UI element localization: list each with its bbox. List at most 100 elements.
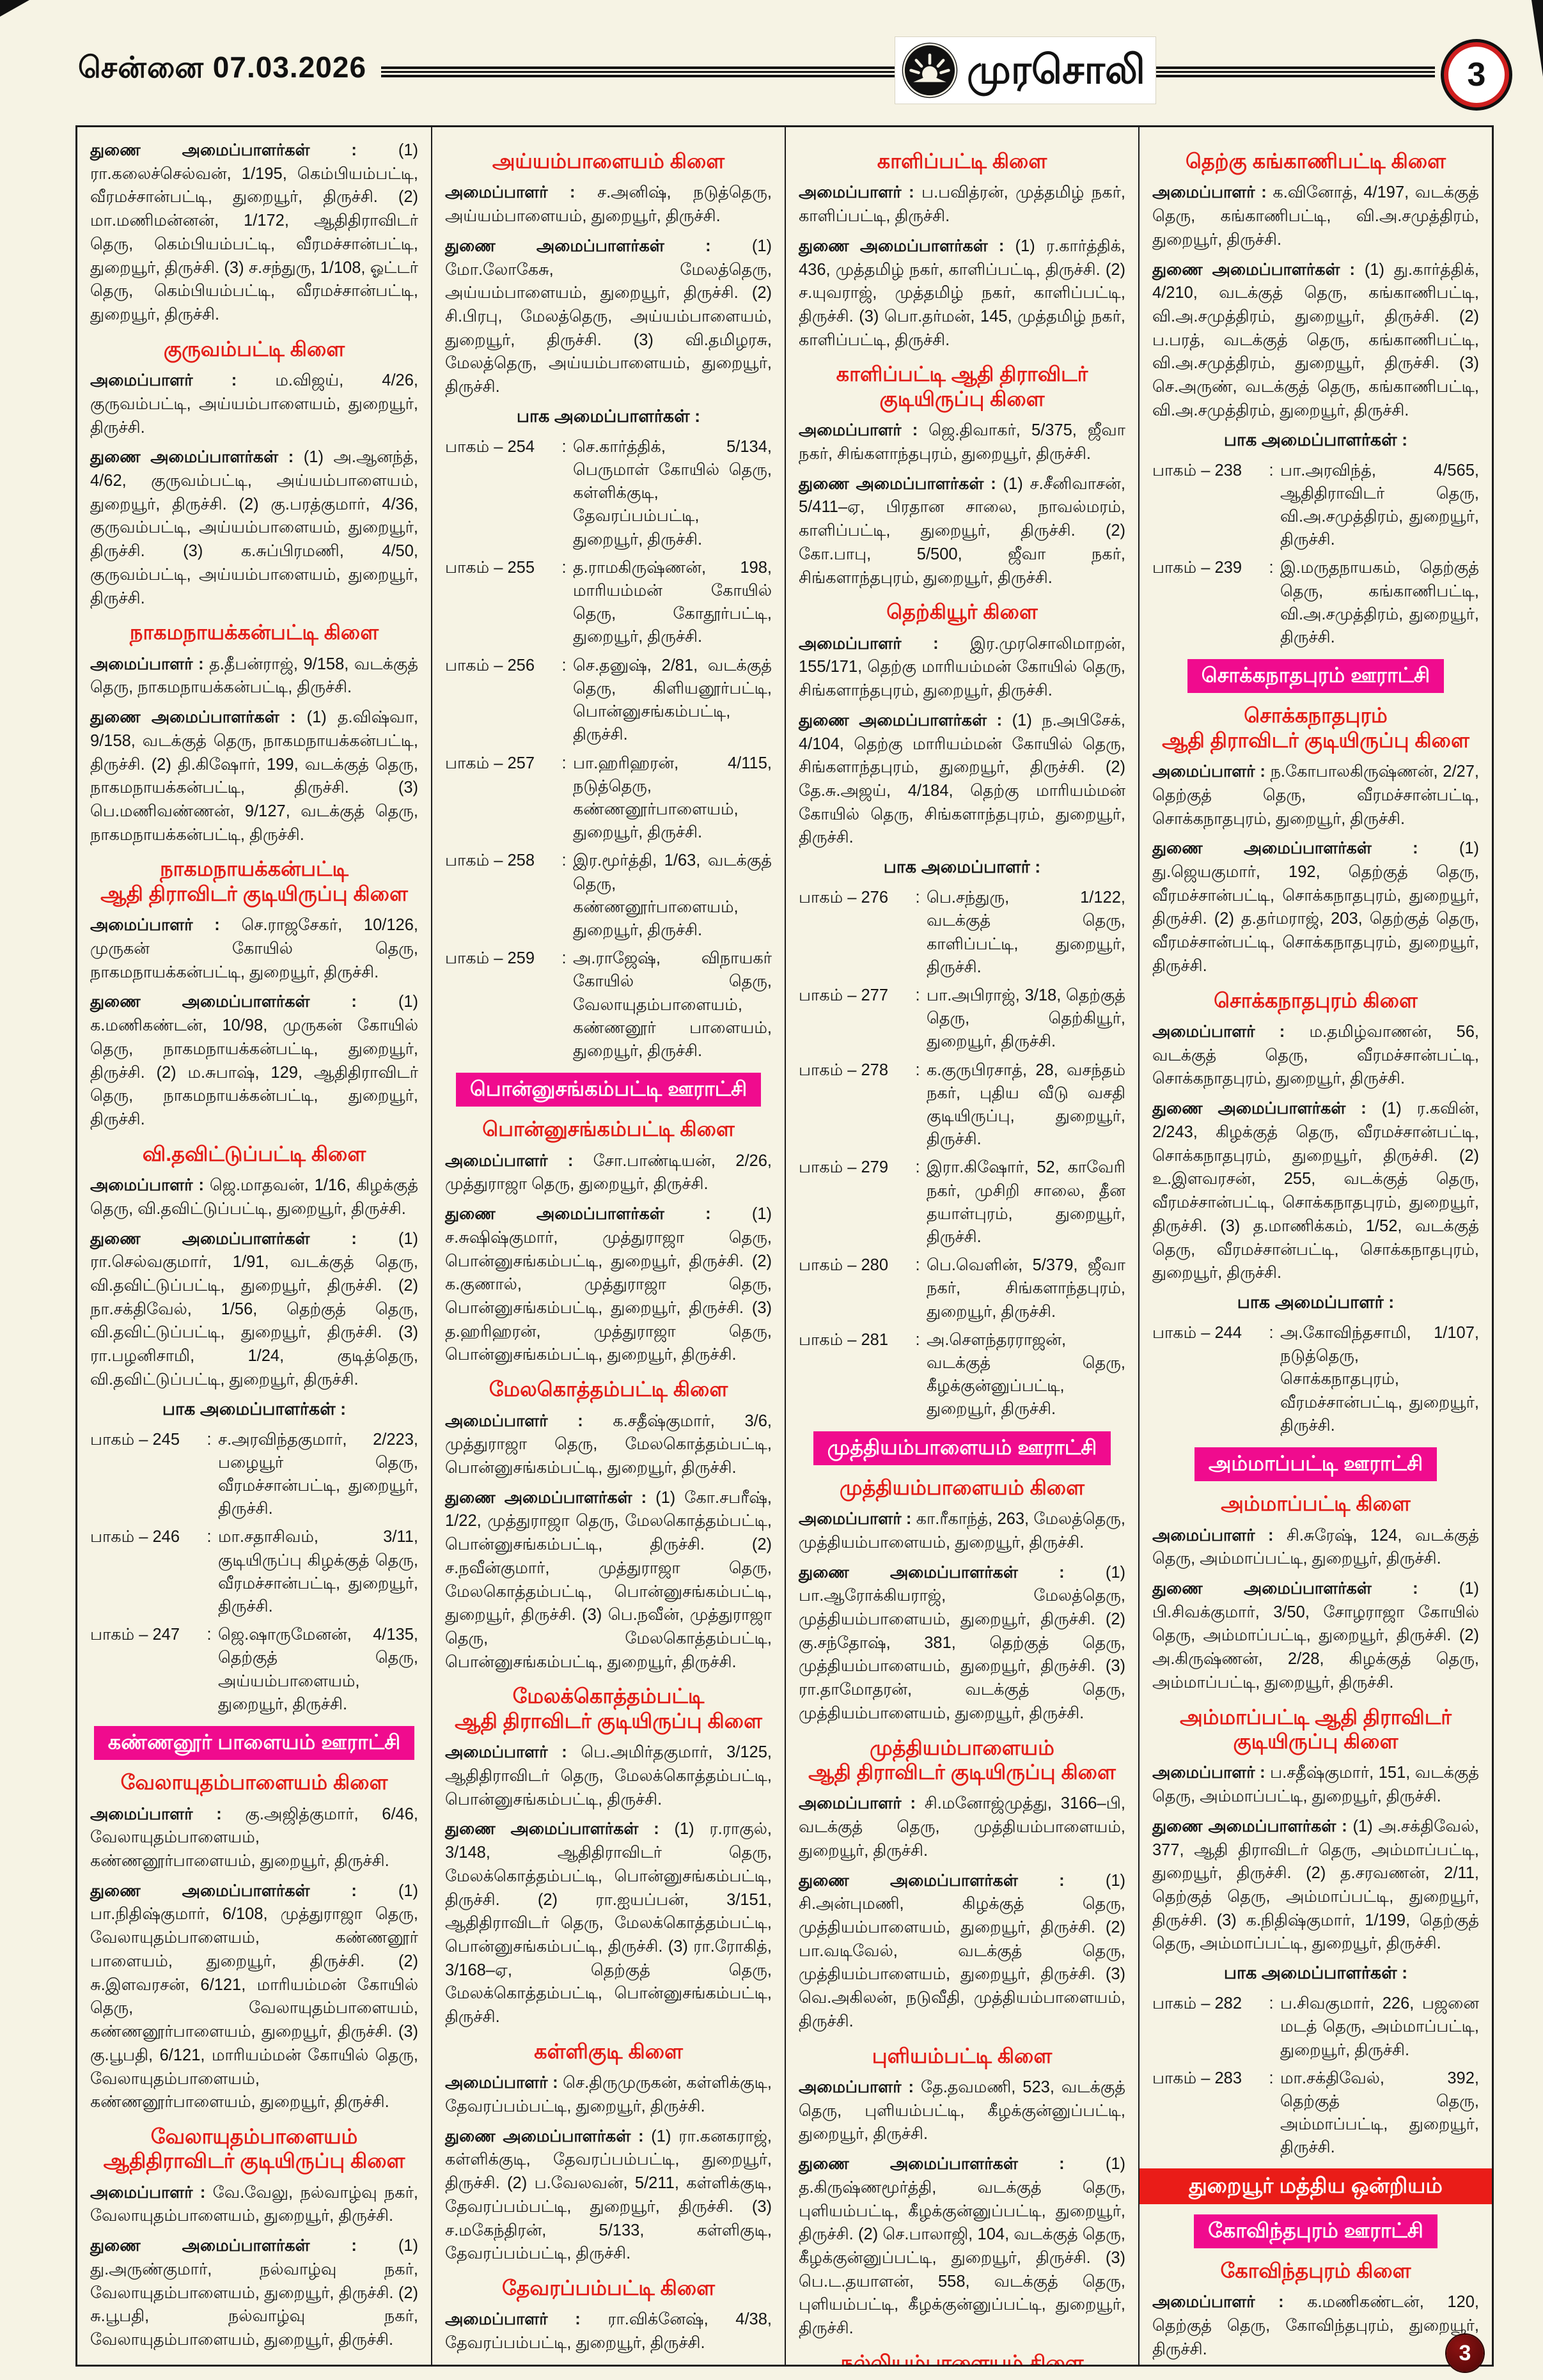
panchayat-banner-wrap: கண்ணனூர் பாளையம் ஊராட்சி [90,1726,418,1761]
body-paragraph: துணை அமைப்பாளர்கள் : (1) பா.நிதிஷ்குமார்… [90,1881,418,2112]
branch-heading: காளிப்பட்டி ஆதி திராவிடர் குடியிருப்பு க… [836,362,1088,410]
branch-heading: தெற்கியூர் கிளை [886,600,1038,624]
part-colon: : [1269,1995,1274,2013]
part-colon: : [561,754,567,772]
body-paragraph: துணை அமைப்பாளர்கள் : (1) து.ஜெயகுமார், 1… [1152,839,1479,975]
paragraph-label: அமைப்பாளர் : [90,1805,222,1823]
body-paragraph: அமைப்பாளர் : கு.அஜித்குமார், 6/46, வேலாய… [90,1805,418,1871]
paragraph-label: துணை அமைப்பாளர்கள் : [90,1881,357,1900]
part-number: பாகம் – 258 [445,852,535,870]
part-organisers-subhead: பாக அமைப்பாளர்கள் : [1223,430,1408,449]
part-number: பாகம் – 247 [90,1626,180,1644]
paragraph-label: துணை அமைப்பாளர்கள் : [799,237,1005,255]
footer-page-badge: 3 [1446,2335,1484,2372]
paragraph-label: துணை அமைப்பாளர்கள் : [799,1563,1065,1582]
page-number-badge: 3 [1444,42,1509,107]
paragraph-label: அமைப்பாளர் : [90,371,237,390]
part-row: பாகம் – 256: செ.தனுஷ், 2/81, வடக்குத் தெர… [445,654,772,747]
body-paragraph: அமைப்பாளர் : ப.சதீஷ்குமார், 151, வடக்குத… [1152,1764,1480,1806]
paragraph-label: துணை அமைப்பாளர்கள் : [1152,260,1355,279]
paragraph-label: துணை அமைப்பாளர்கள் : [1152,839,1418,858]
paragraph-label: துணை அமைப்பாளர்கள் : [90,1229,357,1248]
body-paragraph: அமைப்பாளர் : ம.விஜய், 4/26, குருவம்பட்டி… [90,371,419,437]
union-banner: துறையூர் மத்திய ஒன்றியம் [1140,2168,1492,2204]
body-paragraph: துணை அமைப்பாளர்கள் : (1) ர.கவின், 2/243,… [1152,1100,1479,1282]
body-paragraph: துணை அமைப்பாளர்கள் : (1) து.அருண்குமார்,… [90,2237,418,2349]
body-paragraph: அமைப்பாளர் : செ.ராஜசேகர், 10/126, முருகன… [90,916,418,981]
branch-heading: மேலக்கொத்தம்பட்டி ஆதி திராவிடர் குடியிரு… [455,1684,762,1732]
part-row: பாகம் – 247: ஜெ.ஷாருமேனன், 4/135, தெற்குத… [90,1623,418,1716]
part-number: பாகம் – 255 [445,558,535,577]
paragraph-label: துணை அமைப்பாளர்கள் : [1152,1579,1418,1598]
body-paragraph: அமைப்பாளர் : ப.பவித்ரன், முத்தமிழ் நகர்,… [799,183,1125,226]
part-colon: : [915,889,920,907]
body-paragraph: துணை அமைப்பாளர்கள் : (1) அ.ஆனந்த், 4/62,… [90,448,418,607]
body-paragraph: அமைப்பாளர் : ம.தமிழ்வாணன், 56, வடக்குத் … [1152,1023,1479,1088]
part-row: பாகம் – 279: இரா.கிஷோர், 52, காவேரி நகர்,… [799,1156,1125,1248]
panchayat-banner: கோவிந்தபுரம் ஊராட்சி [1194,2214,1437,2248]
branch-heading: முத்தியம்பாளையம் ஆதி திராவிடர் குடியிருப… [808,1736,1116,1784]
body-paragraph: துணை அமைப்பாளர்கள் : (1) ரா.கலைச்செல்வன்… [90,141,418,324]
paragraph-label: அமைப்பாளர் : [1152,1526,1274,1544]
part-text: மா.சதாசிவம், 3/11, குடியிருப்பு கிழக்குத… [218,1528,418,1615]
page-header: சென்னை 07.03.2026 முரசொலி 3 [0,0,1543,125]
paragraph-label: துணை அமைப்பாளர்கள் : [445,1488,647,1507]
paragraph-label: அமைப்பாளர் : [445,2310,581,2329]
branch-heading: காளிப்பட்டி கிளை [877,150,1047,173]
body-paragraph: துணை அமைப்பாளர்கள் : (1) சி.அன்புமணி, கி… [799,1871,1125,2030]
part-text: மா.சக்திவேல், 392, தெற்குத் தெரு, அம்மாப… [1280,2069,1479,2157]
part-number: பாகம் – 244 [1152,1323,1242,1342]
paragraph-label: துணை அமைப்பாளர்கள் : [799,2155,1065,2174]
paragraph-label: அமைப்பாளர் : [445,1412,583,1430]
body-paragraph: அமைப்பாளர் : ச.அனிஷ், நடுத்தெரு, அய்யம்ப… [445,183,772,226]
panchayat-banner: முத்தியம்பாளையம் ஊராட்சி [813,1431,1111,1465]
branch-heading: அய்யம்பாளையம் கிளை [492,150,725,173]
paragraph-label: துணை அமைப்பாளர்கள் : [445,1205,711,1224]
part-colon: : [207,1626,212,1644]
part-text: இரா.கிஷோர், 52, காவேரி நகர், முசிறி சாலை… [927,1158,1125,1246]
part-number: பாகம் – 257 [445,754,535,772]
part-organisers-subhead: பாக அமைப்பாளர் : [1237,1292,1395,1312]
paragraph-label: அமைப்பாளர் : [445,2074,558,2092]
part-number: பாகம் – 246 [90,1528,180,1546]
branch-heading: நல்லியம்பாளையம் கிளை [840,2351,1084,2365]
part-colon: : [1269,461,1274,479]
paragraph-label: அமைப்பாளர் : [1152,1764,1265,1782]
paragraph-label: அமைப்பாளர் : [799,1794,916,1813]
paragraph-label: துணை அமைப்பாளர்கள் : [799,711,1003,729]
part-colon: : [915,986,920,1004]
part-text: செ.தனுஷ், 2/81, வடக்குத் தெரு, கிளியனூர்… [573,656,772,744]
part-number: பாகம் – 279 [799,1158,889,1177]
panchayat-banner-wrap: முத்தியம்பாளையம் ஊராட்சி [799,1431,1125,1465]
part-text: அ.சௌந்தரராஜன், வடக்குத் தெரு, கீழக்குன்ன… [927,1330,1125,1419]
body-paragraph: அமைப்பாளர் : தே.தவமணி, 523, வடக்குத் தெர… [799,2078,1125,2143]
body-paragraph: அமைப்பாளர் : ஜெ.மாதவன், 1/16, கிழக்குத் … [90,1176,419,1218]
masthead-title: முரசொலி [967,48,1145,92]
part-row: பாகம் – 238: பா.அரவிந்த், 4/565, ஆதிதிராவ… [1152,459,1479,552]
branch-heading: வேலாயுதம்பாளையம் ஆதிதிராவிடர் குடியிருப்… [103,2124,405,2173]
part-row: பாகம் – 259: அ.ராஜேஷ், விநாயகர் கோயில் தெ… [445,947,772,1062]
branch-heading: அம்மாப்பட்டி கிளை [1221,1492,1411,1516]
paragraph-label: துணை அமைப்பாளர்கள் : [90,2237,357,2255]
paragraph-label: துணை அமைப்பாளர்கள் : [445,2127,644,2145]
branch-heading: பொன்னுசங்கம்பட்டி கிளை [482,1117,735,1141]
part-colon: : [207,1528,212,1546]
part-text: ச.அரவிந்தகுமார், 2/223, பழையூர் தெரு, வீ… [218,1430,418,1518]
part-number: பாகம் – 280 [799,1256,889,1275]
part-number: பாகம் – 259 [445,949,535,968]
paragraph-label: அமைப்பாளர் : [90,655,204,673]
panchayat-banner: கண்ணனூர் பாளையம் ஊராட்சி [93,1726,415,1761]
body-paragraph: அமைப்பாளர் : க.சதீஷ்குமார், 3/6, முத்துர… [445,1412,772,1477]
paragraph-label: துணை அமைப்பாளர்கள் : [1152,1100,1367,1118]
body-paragraph: அமைப்பாளர் : ரா.விக்னேஷ், 4/38, தேவரப்பம… [445,2310,772,2353]
body-paragraph: அமைப்பாளர் : இர.முரசொலிமாறன், 155/171, த… [799,634,1125,700]
panchayat-banner-wrap: சொக்கநாதபுரம் ஊராட்சி [1152,659,1479,694]
branch-heading: நாகமநாயக்கன்பட்டி கிளை [129,621,379,644]
part-text: க.குருபிரசாத், 28, வசந்தம் நகர், புதிய வ… [927,1061,1125,1149]
part-colon: : [561,437,567,456]
branch-heading: சொக்கநாதபுரம் ஆதி திராவிடர் குடியிருப்பு… [1162,704,1469,752]
part-row: பாகம் – 246: மா.சதாசிவம், 3/11, குடியிருப… [90,1525,418,1618]
paragraph-label: அமைப்பாளர் : [799,183,914,202]
part-row: பாகம் – 283: மா.சக்திவேல், 392, தெற்குத் … [1152,2067,1479,2159]
paragraph-label: அமைப்பாளர் : [799,1510,912,1528]
